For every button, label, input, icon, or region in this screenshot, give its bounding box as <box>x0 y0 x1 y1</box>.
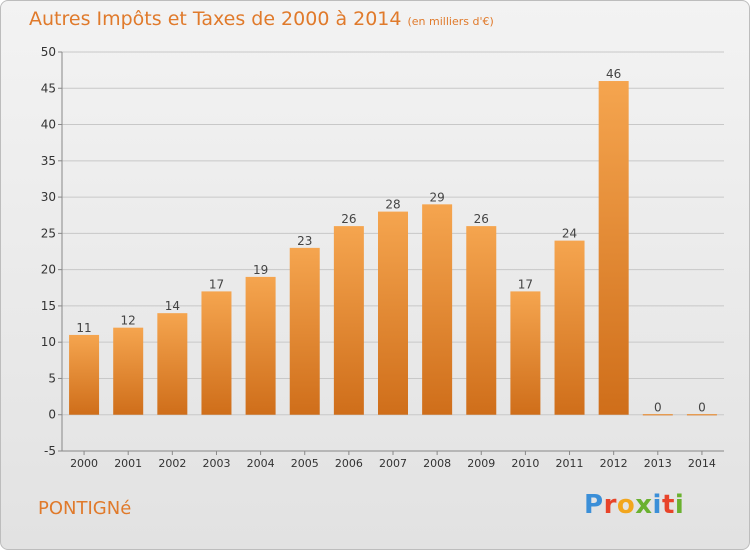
y-tick-label: 30 <box>41 190 56 204</box>
logo-letter: i <box>652 490 662 520</box>
bar <box>201 291 232 415</box>
data-label: 29 <box>429 190 444 204</box>
data-label: 0 <box>654 401 662 415</box>
chart-title-text: Autres Impôts et Taxes de 2000 à 2014 <box>29 8 402 30</box>
bar <box>686 414 717 416</box>
data-label: 0 <box>698 401 706 415</box>
data-label: 46 <box>606 67 621 81</box>
logo-letter: o <box>616 490 636 520</box>
data-label: 23 <box>297 234 312 248</box>
bar <box>289 247 320 415</box>
data-label: 11 <box>76 321 91 335</box>
proxiti-logo[interactable]: Proxiti <box>584 490 684 520</box>
x-tick-label: 2003 <box>202 457 230 470</box>
y-tick-label: 25 <box>41 226 56 240</box>
logo-letter: i <box>674 490 685 520</box>
bar <box>554 240 585 415</box>
bar <box>378 211 408 415</box>
data-label: 28 <box>385 198 400 212</box>
data-label: 12 <box>121 314 136 328</box>
bar <box>69 334 100 415</box>
x-tick-label: 2011 <box>556 457 584 470</box>
data-label: 17 <box>209 277 224 291</box>
x-tick-label: 2009 <box>467 457 495 470</box>
bar <box>466 226 497 415</box>
y-tick-label: 0 <box>48 408 56 422</box>
bar <box>113 327 144 415</box>
data-label: 14 <box>165 299 180 313</box>
data-label: 17 <box>518 277 533 291</box>
x-tick-label: 2002 <box>158 457 186 470</box>
x-tick-label: 2000 <box>70 457 98 470</box>
y-tick-label: 15 <box>41 299 56 313</box>
data-label: 26 <box>341 212 356 226</box>
x-tick-label: 2005 <box>291 457 319 470</box>
y-tick-label: 10 <box>41 335 56 349</box>
x-tick-label: 2001 <box>114 457 142 470</box>
x-tick-label: 2010 <box>511 457 539 470</box>
logo-letter: t <box>661 490 675 520</box>
bar <box>642 414 673 416</box>
bar <box>422 204 453 415</box>
y-tick-label: 45 <box>41 81 56 95</box>
x-tick-label: 2006 <box>335 457 363 470</box>
data-label: 19 <box>253 263 268 277</box>
y-tick-label: 20 <box>41 263 56 277</box>
chart-subtitle: (en milliers d'€) <box>407 15 494 28</box>
bar <box>245 276 276 415</box>
chart-title: Autres Impôts et Taxes de 2000 à 2014 (en… <box>29 8 494 30</box>
logo-letter: r <box>603 490 617 520</box>
x-tick-label: 2008 <box>423 457 451 470</box>
bar <box>510 291 541 415</box>
bar <box>157 313 188 415</box>
y-tick-label: 5 <box>48 371 56 385</box>
bar <box>598 81 629 415</box>
logo-letter: P <box>584 490 604 520</box>
data-label: 24 <box>562 227 577 241</box>
x-tick-label: 2012 <box>600 457 628 470</box>
x-tick-label: 2013 <box>644 457 672 470</box>
location-name: PONTIGNé <box>38 498 132 519</box>
data-label: 26 <box>474 212 489 226</box>
y-tick-label: 50 <box>41 45 56 59</box>
y-tick-label: -5 <box>44 444 56 458</box>
x-tick-label: 2004 <box>247 457 275 470</box>
x-tick-label: 2007 <box>379 457 407 470</box>
y-tick-label: 35 <box>41 154 56 168</box>
logo-letter: x <box>635 490 653 520</box>
x-tick-label: 2014 <box>688 457 716 470</box>
y-tick-label: 40 <box>41 118 56 132</box>
bar <box>333 226 364 415</box>
